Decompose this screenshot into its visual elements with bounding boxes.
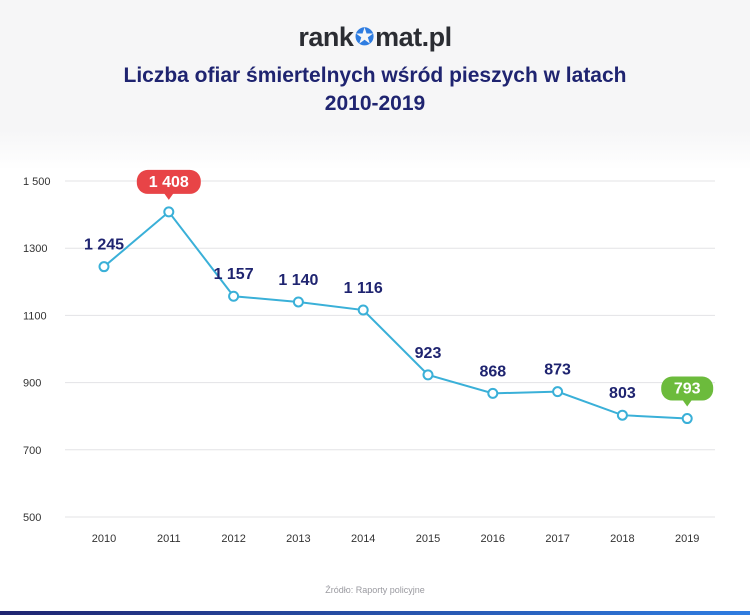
badge-pointer: [163, 192, 174, 200]
x-tick-label: 2015: [416, 533, 440, 545]
data-point: [552, 386, 564, 398]
brand-logo: rank✪mat.pl: [298, 22, 452, 52]
star-icon: ✪: [354, 24, 375, 51]
data-label: 923: [415, 345, 442, 362]
series-line: [103, 210, 688, 420]
y-tick-label: 900: [23, 378, 41, 390]
max-value-badge: [136, 169, 201, 194]
x-tick-label: 2014: [351, 533, 375, 545]
data-point: [357, 304, 369, 316]
data-point: [292, 296, 304, 308]
y-tick-label: 700: [23, 445, 41, 457]
x-tick-label: 2012: [221, 533, 245, 545]
y-tick-label: 500: [23, 512, 41, 524]
data-point: [681, 413, 693, 425]
y-tick-label: 1100: [23, 310, 47, 322]
x-tick-label: 2017: [545, 533, 569, 545]
y-tick-label: 1300: [23, 243, 47, 255]
data-label: 1 408: [149, 174, 189, 191]
data-point: [487, 387, 499, 399]
x-tick-label: 2019: [675, 533, 699, 545]
x-tick-label: 2016: [481, 533, 505, 545]
bottom-accent-bar: [0, 611, 750, 615]
y-tick-label: 1 500: [23, 176, 51, 188]
data-point: [163, 206, 175, 218]
data-label: 1 140: [278, 272, 318, 289]
x-tick-label: 2018: [610, 533, 634, 545]
data-point: [422, 369, 434, 381]
data-label: 1 157: [214, 266, 254, 283]
source-note: Źródło: Raporty policyjne: [325, 585, 425, 595]
chart-title: Liczba ofiar śmiertelnych wśród pieszych…: [0, 62, 750, 118]
data-label: 793: [674, 381, 701, 398]
x-tick-label: 2011: [157, 533, 181, 545]
badge-pointer: [682, 399, 693, 407]
data-label: 803: [609, 385, 636, 402]
min-value-badge: [661, 376, 714, 401]
data-point: [98, 261, 110, 273]
data-point: [228, 290, 240, 302]
x-tick-label: 2010: [92, 533, 116, 545]
data-label: 873: [544, 362, 571, 379]
x-tick-label: 2013: [286, 533, 310, 545]
data-label: 1 116: [344, 280, 383, 297]
data-point: [616, 409, 628, 421]
data-label: 1 245: [84, 237, 124, 254]
chart-title-line-1: Liczba ofiar śmiertelnych wśród pieszych…: [123, 64, 627, 87]
data-label: 868: [479, 363, 506, 380]
chart-title-line-2: 2010-2019: [324, 92, 426, 115]
